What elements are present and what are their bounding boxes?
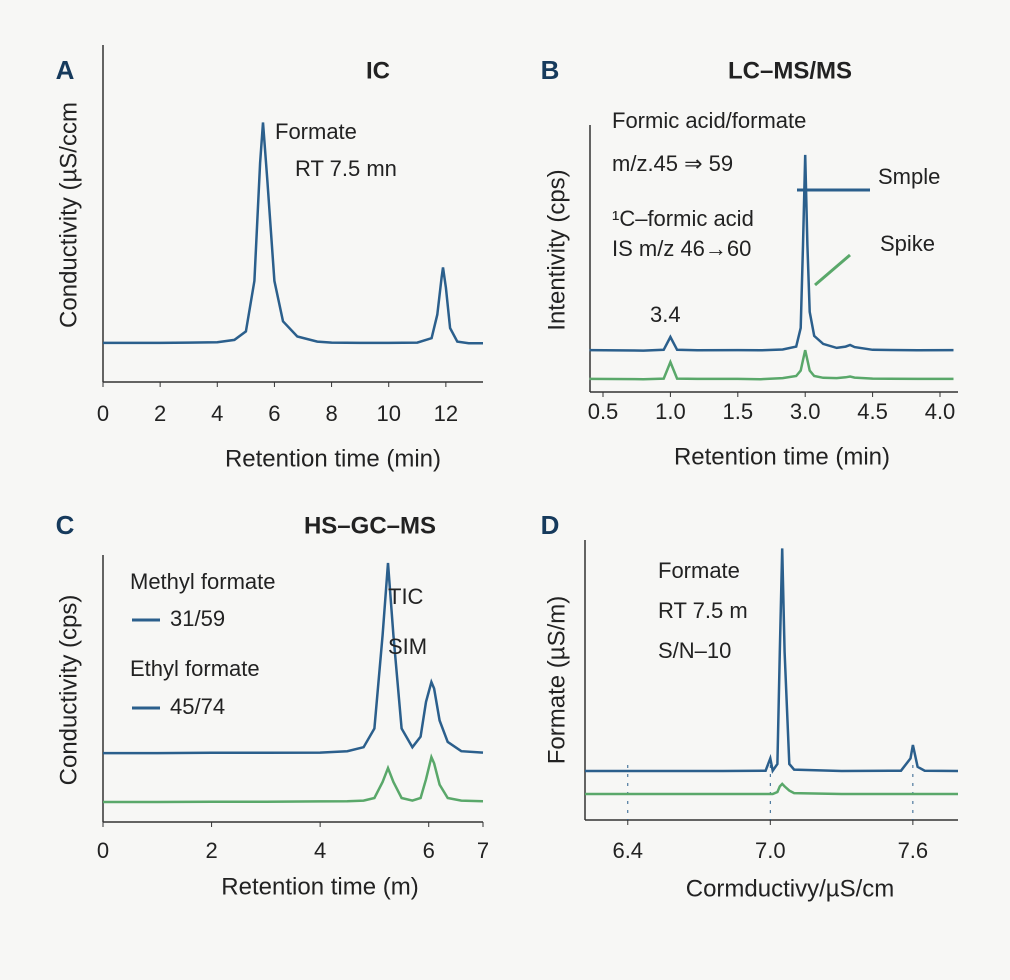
x-tick-label: 10: [376, 401, 400, 426]
x-tick-label: 6: [423, 838, 435, 863]
x-tick-label: 4: [314, 838, 326, 863]
x-tick-label: 7: [477, 838, 489, 863]
x-tick-label: 2: [205, 838, 217, 863]
legend-label: Smple: [878, 164, 940, 189]
x-tick-label: 0: [97, 838, 109, 863]
y-axis-label: Conductivity (cps): [55, 595, 82, 786]
x-tick-label: 1.0: [655, 399, 686, 424]
panel-label: A: [56, 55, 75, 85]
x-axis-label: Retention time (min): [674, 443, 890, 470]
annotation: 45/74: [170, 694, 225, 719]
series-line: [103, 562, 484, 755]
panel-title: LC–MS/MS: [728, 57, 852, 84]
y-axis-label: Formate (µS/m): [543, 596, 570, 765]
x-axis-label: Retention time (min): [225, 445, 441, 472]
panel-title: HS–GC–MS: [304, 512, 436, 539]
x-tick-label: 2: [154, 401, 166, 426]
x-tick-label: 7.6: [898, 838, 929, 863]
x-tick-label: 4: [211, 401, 223, 426]
x-tick-label: 8: [325, 401, 337, 426]
legend-label: SIM: [388, 634, 427, 659]
annotation: RT 7.5 m: [658, 598, 748, 623]
annotation: IS m/z 46→60: [612, 236, 751, 261]
series-line: [585, 548, 959, 774]
annotation: ¹C–formic acid: [612, 206, 754, 231]
series-line: [103, 753, 484, 804]
y-axis-label: Conductivity (µS/ccm: [55, 102, 82, 328]
panel-title: IC: [366, 57, 390, 84]
series-line: [589, 349, 954, 381]
annotation: Formate: [275, 119, 357, 144]
panel-label: B: [541, 55, 560, 85]
x-axis-label: Retention time (m): [221, 873, 418, 900]
x-tick-label: 6: [268, 401, 280, 426]
annotation: m/z.45 ⇒ 59: [612, 151, 733, 176]
annotation: Ethyl formate: [130, 656, 260, 681]
legend-line: [814, 253, 851, 287]
x-tick-label: 4.0: [925, 399, 956, 424]
annotation: Formic acid/formate: [612, 108, 806, 133]
x-axis-label: Cormductivy/µS/cm: [686, 875, 895, 902]
x-tick-label: 6.4: [612, 838, 643, 863]
annotation: Formate: [658, 558, 740, 583]
annotation: 3.4: [650, 302, 681, 327]
legend-label: TIC: [388, 584, 424, 609]
panel-label: C: [56, 510, 75, 540]
annotation: Methyl formate: [130, 569, 276, 594]
x-tick-label: 3.0: [790, 399, 821, 424]
x-tick-label: 7.0: [755, 838, 786, 863]
y-axis-label: Intentivity (cps): [543, 169, 570, 330]
annotation: RT 7.5 mn: [295, 156, 397, 181]
panel-label: D: [541, 510, 560, 540]
annotation: 31/59: [170, 606, 225, 631]
x-tick-label: 4.5: [857, 399, 888, 424]
x-tick-label: 12: [434, 401, 458, 426]
x-tick-label: 1.5: [723, 399, 754, 424]
series-line: [589, 154, 954, 352]
annotation: S/N–10: [658, 638, 731, 663]
series-line: [585, 782, 958, 796]
series-line: [103, 122, 483, 345]
x-tick-label: 0.5: [588, 399, 619, 424]
x-tick-label: 0: [97, 401, 109, 426]
legend-label: Spike: [880, 231, 935, 256]
